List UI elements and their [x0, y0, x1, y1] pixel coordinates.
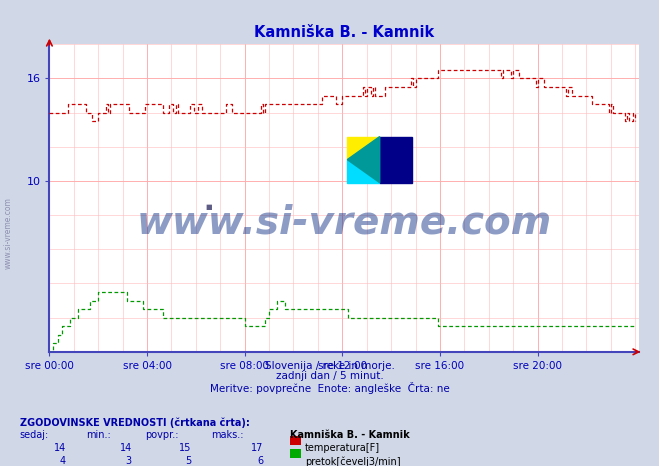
Text: Meritve: povprečne  Enote: angleške  Črta: ne: Meritve: povprečne Enote: angleške Črta:… — [210, 382, 449, 394]
Text: 15: 15 — [179, 443, 191, 453]
Text: maks.:: maks.: — [211, 430, 243, 440]
Text: 3: 3 — [126, 456, 132, 466]
Text: 14: 14 — [53, 443, 66, 453]
Bar — [380, 137, 412, 183]
Text: ■: ■ — [206, 204, 212, 210]
Text: 6: 6 — [258, 456, 264, 466]
Text: www.si-vreme.com: www.si-vreme.com — [136, 204, 552, 242]
Text: ZGODOVINSKE VREDNOSTI (črtkana črta):: ZGODOVINSKE VREDNOSTI (črtkana črta): — [20, 417, 250, 428]
Text: 5: 5 — [185, 456, 191, 466]
Text: 14: 14 — [119, 443, 132, 453]
Text: 17: 17 — [251, 443, 264, 453]
Text: pretok[čevelj3/min]: pretok[čevelj3/min] — [305, 456, 401, 466]
Text: min.:: min.: — [86, 430, 111, 440]
Polygon shape — [347, 137, 380, 183]
Text: Kamniška B. - Kamnik: Kamniška B. - Kamnik — [290, 430, 410, 440]
Text: povpr.:: povpr.: — [145, 430, 179, 440]
Bar — [347, 159, 380, 183]
Bar — [347, 137, 380, 159]
Text: temperatura[F]: temperatura[F] — [305, 443, 380, 453]
Text: Slovenija / reke in morje.: Slovenija / reke in morje. — [264, 361, 395, 371]
Text: www.si-vreme.com: www.si-vreme.com — [3, 197, 13, 269]
Text: sedaj:: sedaj: — [20, 430, 49, 440]
Title: Kamniška B. - Kamnik: Kamniška B. - Kamnik — [254, 25, 434, 41]
Text: zadnji dan / 5 minut.: zadnji dan / 5 minut. — [275, 371, 384, 381]
Text: 4: 4 — [60, 456, 66, 466]
